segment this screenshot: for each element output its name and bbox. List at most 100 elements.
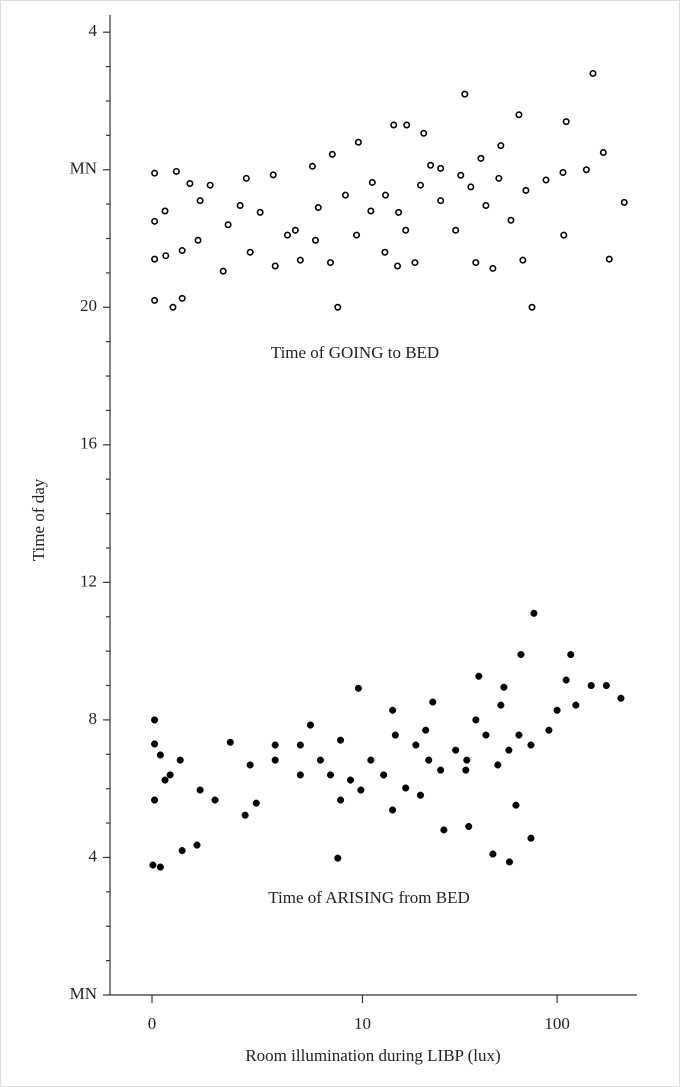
point (367, 207, 375, 215)
point (169, 303, 177, 311)
point (522, 186, 530, 194)
x-axis-label: Room illumination during LIBP (lux) (245, 1046, 500, 1065)
point (465, 822, 473, 831)
point (252, 799, 260, 807)
point (172, 167, 180, 175)
point (517, 651, 525, 659)
x-tick-label: 10 (354, 1014, 371, 1033)
point (337, 736, 345, 744)
point (156, 863, 164, 871)
point (505, 858, 514, 866)
point (527, 834, 535, 842)
point (572, 701, 580, 709)
point (151, 740, 159, 748)
point (553, 706, 561, 714)
point (500, 683, 508, 691)
point (178, 294, 186, 302)
point (306, 721, 314, 729)
point (420, 129, 428, 137)
point (389, 706, 397, 714)
point (219, 267, 227, 275)
point (467, 183, 475, 191)
point (151, 716, 159, 724)
point (495, 174, 503, 182)
point (452, 746, 460, 754)
point (354, 684, 362, 692)
point (482, 731, 490, 739)
point (457, 171, 465, 179)
point (489, 850, 497, 858)
point (403, 121, 411, 129)
annotation: Time of ARISING from BED (268, 888, 470, 907)
point (425, 756, 433, 764)
point (416, 181, 424, 189)
point (605, 255, 613, 263)
point (380, 771, 388, 779)
y-axis-label: Time of day (29, 478, 48, 561)
point (296, 256, 304, 264)
point (211, 796, 219, 804)
x-tick-label: 100 (544, 1014, 570, 1033)
point (411, 259, 419, 267)
point (367, 756, 375, 764)
point (602, 681, 610, 690)
point (354, 138, 362, 146)
point (196, 197, 204, 205)
y-tick-label: 20 (80, 296, 97, 315)
point (416, 791, 425, 799)
point (151, 169, 159, 177)
point (178, 247, 186, 255)
point (519, 256, 527, 264)
y-tick-label: 4 (89, 21, 98, 40)
point (427, 161, 435, 169)
point (334, 854, 342, 862)
point (156, 751, 164, 759)
point (515, 731, 523, 739)
point (482, 201, 490, 209)
point (314, 204, 322, 212)
point (437, 164, 445, 172)
point (226, 738, 234, 746)
point (412, 741, 420, 749)
y-tick-label: MN (70, 984, 97, 1003)
point (271, 756, 279, 764)
point (391, 731, 399, 739)
point (353, 231, 361, 239)
point (236, 201, 244, 209)
point (334, 303, 342, 311)
point (193, 841, 201, 849)
point (527, 741, 535, 749)
point (296, 741, 304, 749)
y-tick-label: 4 (89, 846, 98, 865)
point (617, 694, 625, 702)
point (528, 303, 536, 311)
point (587, 681, 595, 690)
point (357, 786, 365, 794)
point (194, 236, 202, 244)
point (440, 826, 448, 834)
point (461, 90, 469, 98)
point (271, 741, 279, 749)
point (328, 150, 336, 158)
point (283, 231, 291, 239)
point (567, 651, 575, 659)
point (178, 847, 186, 855)
y-tick-label: 16 (80, 434, 97, 453)
point (472, 716, 480, 724)
point (497, 142, 505, 150)
point (530, 609, 538, 617)
point (166, 771, 174, 779)
y-tick-label: MN (70, 159, 97, 178)
point (599, 149, 607, 157)
point (402, 784, 410, 792)
point (542, 176, 550, 184)
point (161, 776, 169, 784)
point (308, 162, 316, 170)
point (475, 672, 483, 680)
point (560, 231, 568, 239)
point (422, 726, 430, 734)
point (151, 217, 159, 225)
point (462, 766, 470, 774)
point (507, 216, 515, 224)
